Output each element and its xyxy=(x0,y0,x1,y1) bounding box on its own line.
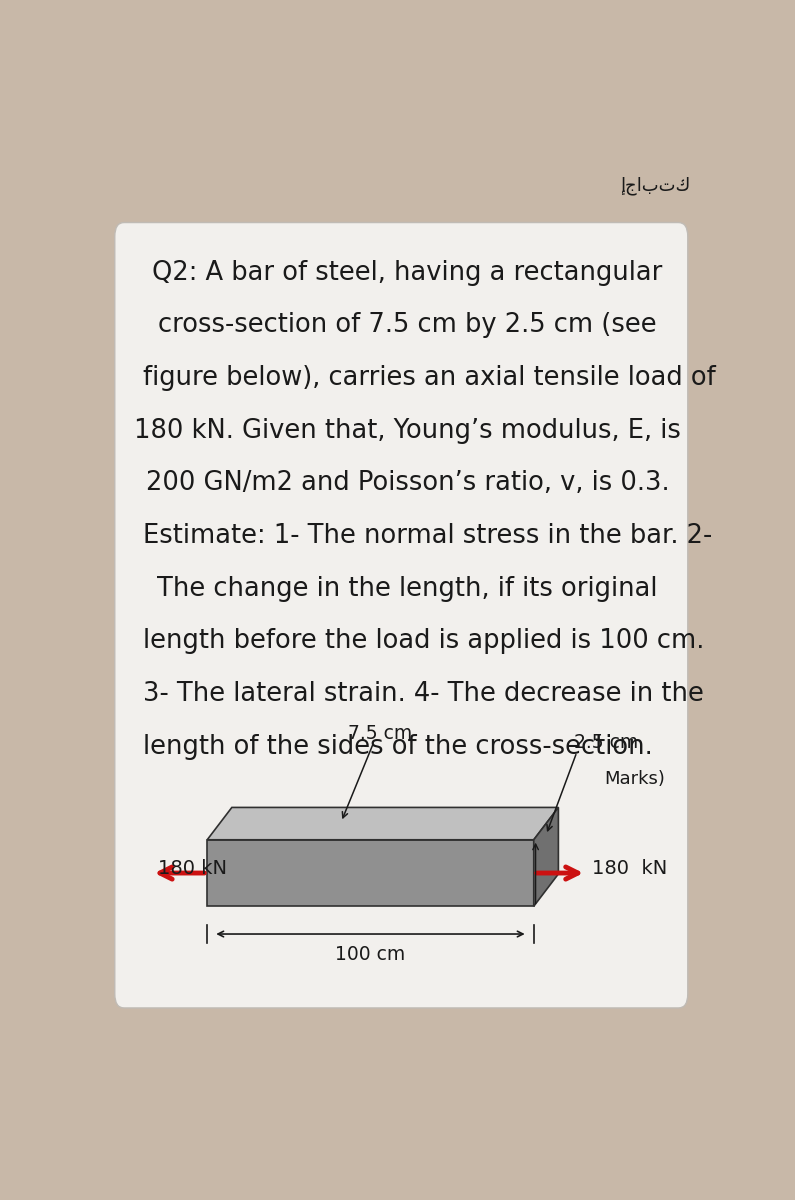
Text: The change in the length, if its original: The change in the length, if its origina… xyxy=(157,576,657,601)
Text: 2.5 cm: 2.5 cm xyxy=(574,733,638,752)
Polygon shape xyxy=(207,840,533,906)
Text: 180 kN: 180 kN xyxy=(158,859,227,878)
Polygon shape xyxy=(207,808,558,840)
Text: figure below), carries an axial tensile load of: figure below), carries an axial tensile … xyxy=(142,365,716,391)
Text: Estimate: 1- The normal stress in the bar. 2-: Estimate: 1- The normal stress in the ba… xyxy=(142,523,712,548)
FancyBboxPatch shape xyxy=(114,222,688,1008)
Text: Q2: A bar of steel, having a rectangular: Q2: A bar of steel, having a rectangular xyxy=(153,259,662,286)
Text: 3- The lateral strain. 4- The decrease in the: 3- The lateral strain. 4- The decrease i… xyxy=(142,680,704,707)
Text: 200 GN/m2 and Poisson’s ratio, v, is 0.3.: 200 GN/m2 and Poisson’s ratio, v, is 0.3… xyxy=(145,470,669,496)
Text: length before the load is applied is 100 cm.: length before the load is applied is 100… xyxy=(142,628,704,654)
Text: 100 cm: 100 cm xyxy=(335,946,405,964)
Text: 180  kN: 180 kN xyxy=(592,859,668,878)
Text: cross-section of 7.5 cm by 2.5 cm (see: cross-section of 7.5 cm by 2.5 cm (see xyxy=(158,312,657,338)
Polygon shape xyxy=(533,808,558,906)
Text: 7.5 cm: 7.5 cm xyxy=(347,724,412,743)
Text: Marks): Marks) xyxy=(604,770,665,788)
Text: إجابتك: إجابتك xyxy=(620,176,691,194)
Text: length of the sides of the cross-section.: length of the sides of the cross-section… xyxy=(142,733,652,760)
Text: 180 kN. Given that, Young’s modulus, E, is: 180 kN. Given that, Young’s modulus, E, … xyxy=(134,418,681,444)
